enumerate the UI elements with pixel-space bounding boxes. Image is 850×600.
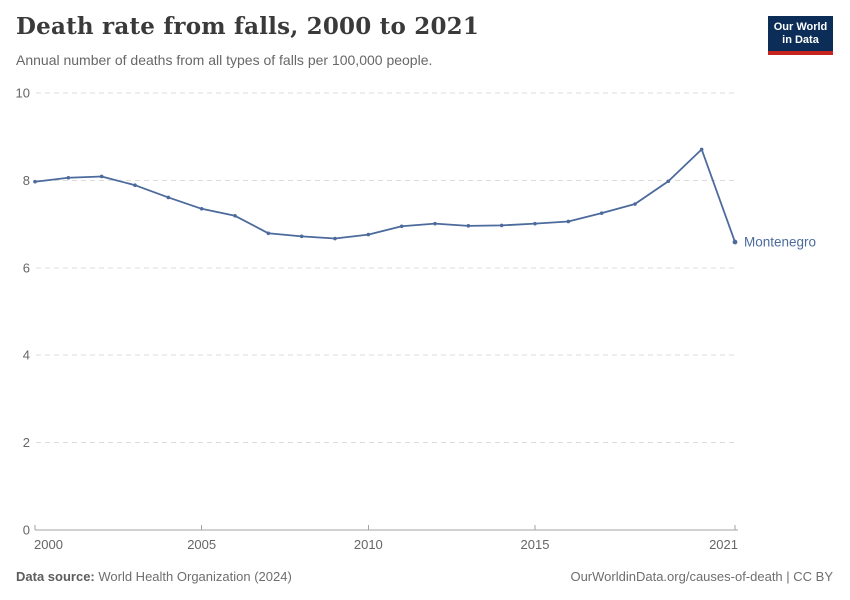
- data-point[interactable]: [699, 147, 704, 152]
- data-point[interactable]: [333, 236, 337, 241]
- data-point[interactable]: [99, 174, 104, 179]
- data-source-label: Data source:: [16, 569, 95, 584]
- y-tick-label: 2: [23, 435, 30, 450]
- owid-logo-red-bar: [768, 51, 833, 55]
- y-tick-label: 8: [23, 173, 30, 188]
- data-point[interactable]: [133, 183, 137, 188]
- data-point[interactable]: [599, 211, 604, 215]
- y-tick-label: 0: [23, 523, 30, 538]
- page-subtitle: Annual number of deaths from all types o…: [16, 52, 433, 68]
- data-point[interactable]: [666, 179, 671, 184]
- data-point[interactable]: [466, 224, 471, 228]
- data-source: Data source: World Health Organization (…: [16, 569, 292, 584]
- data-point[interactable]: [732, 239, 738, 245]
- data-point[interactable]: [433, 221, 437, 226]
- footer-credit-link[interactable]: OurWorldinData.org/causes-of-death | CC …: [570, 569, 833, 584]
- y-tick-label: 6: [23, 260, 30, 275]
- data-point[interactable]: [566, 219, 571, 224]
- y-tick-label: 4: [23, 348, 30, 363]
- x-tick-label: 2005: [187, 537, 216, 552]
- owid-logo[interactable]: Our World in Data: [768, 16, 833, 55]
- data-line[interactable]: [34, 148, 736, 243]
- y-tick-label: 10: [16, 86, 30, 101]
- data-point[interactable]: [533, 221, 537, 226]
- data-source-value: World Health Organization (2024): [94, 569, 292, 584]
- data-point[interactable]: [399, 224, 404, 229]
- data-point[interactable]: [199, 207, 204, 211]
- data-point[interactable]: [166, 195, 171, 200]
- data-point[interactable]: [366, 232, 371, 237]
- data-point[interactable]: [266, 231, 271, 236]
- owid-logo-text: Our World in Data: [768, 16, 833, 51]
- data-point[interactable]: [499, 223, 504, 228]
- x-tick-label: 2010: [354, 537, 383, 552]
- x-tick-label: 2015: [521, 537, 550, 552]
- x-tick-label: 2000: [34, 537, 63, 552]
- data-point[interactable]: [66, 175, 71, 180]
- data-point[interactable]: [233, 213, 237, 218]
- x-tick-label: 2021: [709, 537, 738, 552]
- chart-footer: Data source: World Health Organization (…: [16, 569, 833, 584]
- page-title: Death rate from falls, 2000 to 2021: [16, 13, 480, 40]
- data-point[interactable]: [633, 202, 637, 206]
- data-point[interactable]: [299, 234, 304, 239]
- entity-label[interactable]: Montenegro: [744, 235, 816, 250]
- data-point[interactable]: [33, 179, 37, 184]
